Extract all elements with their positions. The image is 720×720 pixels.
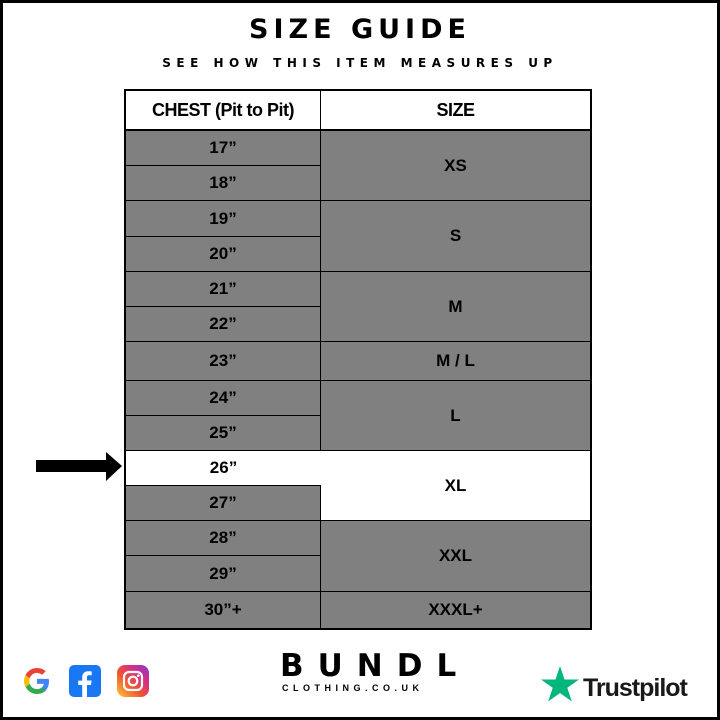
size-cell-highlighted: XL	[321, 451, 590, 521]
chest-cell: 23”	[126, 342, 321, 381]
chest-cell: 30”+	[126, 592, 321, 628]
chest-cell: 25”	[126, 416, 321, 451]
size-cell: L	[321, 381, 590, 451]
chest-cell: 22”	[126, 307, 321, 342]
social-icons	[20, 664, 150, 698]
trustpilot-star-icon	[541, 666, 579, 702]
chest-cell: 21”	[126, 272, 321, 307]
facebook-icon[interactable]	[68, 664, 102, 698]
chest-cell: 24”	[126, 381, 321, 416]
header-chest: CHEST (Pit to Pit)	[126, 91, 321, 131]
arrow-right-icon	[36, 452, 122, 481]
size-cell: M	[321, 272, 590, 342]
trustpilot-logo[interactable]: Trustpilot	[583, 674, 688, 702]
chest-cell: 17”	[126, 131, 321, 166]
size-cell: M / L	[321, 342, 590, 381]
size-table: CHEST (Pit to Pit) SIZE 17” 18” 19” 20” …	[124, 89, 592, 630]
size-cell: XXXL+	[428, 600, 483, 619]
chest-cell: 18”	[126, 166, 321, 201]
chest-cell: 20”	[126, 237, 321, 272]
brand-subtitle: CLOTHING.CO.UK	[282, 683, 424, 693]
chest-cell: 28”	[126, 521, 321, 556]
size-cell: S	[321, 201, 590, 272]
instagram-icon[interactable]	[116, 664, 150, 698]
chest-cell: 29”	[126, 556, 321, 592]
page-subtitle: SEE HOW THIS ITEM MEASURES UP	[162, 56, 558, 70]
chest-cell: 19”	[126, 201, 321, 237]
chest-cell-highlighted: 26”	[126, 451, 321, 486]
header-size: SIZE	[321, 91, 590, 131]
brand-logo: BUNDL	[280, 648, 471, 684]
size-cell: XXL	[321, 521, 590, 592]
size-cell: XS	[321, 131, 590, 201]
chest-cell: 27”	[126, 486, 321, 521]
google-icon[interactable]	[20, 664, 54, 698]
page-title: SIZE GUIDE	[249, 14, 471, 45]
